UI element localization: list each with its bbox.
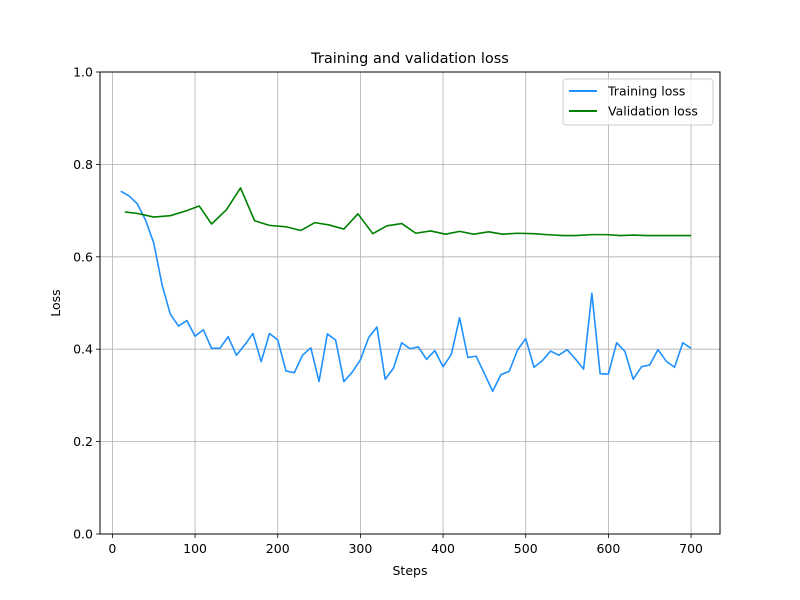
- axis-ticks: 0 100 200 300 400 500 600 700 0.0 0.2 0.4 0.6 0.8 1.0: [73, 65, 703, 557]
- x-tick-label: 400: [431, 541, 455, 556]
- x-tick-label: 100: [183, 541, 207, 556]
- y-tick-label: 0.2: [73, 434, 93, 449]
- series-layer: [120, 187, 692, 393]
- legend-label-validation: Validation loss: [608, 104, 698, 119]
- legend: Training loss Validation loss: [562, 78, 714, 126]
- y-tick-label: 0.4: [73, 342, 93, 357]
- x-tick-label: 0: [108, 541, 116, 556]
- y-tick-label: 0.8: [73, 157, 93, 172]
- plot-frame: [99, 71, 721, 535]
- legend-box: [562, 78, 714, 126]
- x-tick-label: 200: [266, 541, 290, 556]
- x-tick-label: 700: [679, 541, 703, 556]
- chart-title: Training and validation loss: [310, 51, 509, 67]
- x-tick-label: 600: [596, 541, 620, 556]
- x-axis-label: Steps: [393, 563, 428, 578]
- y-tick-label: 0.6: [73, 249, 93, 264]
- legend-label-training: Training loss: [607, 84, 685, 99]
- grid: [100, 71, 720, 535]
- x-tick-label: 300: [348, 541, 372, 556]
- y-tick-label: 1.0: [73, 65, 93, 80]
- x-tick-label: 500: [514, 541, 538, 556]
- y-axis-label: Loss: [48, 289, 63, 316]
- series-line-validation-loss: [124, 187, 692, 237]
- series-line-training-loss: [120, 190, 692, 393]
- y-tick-label: 0.0: [73, 527, 93, 542]
